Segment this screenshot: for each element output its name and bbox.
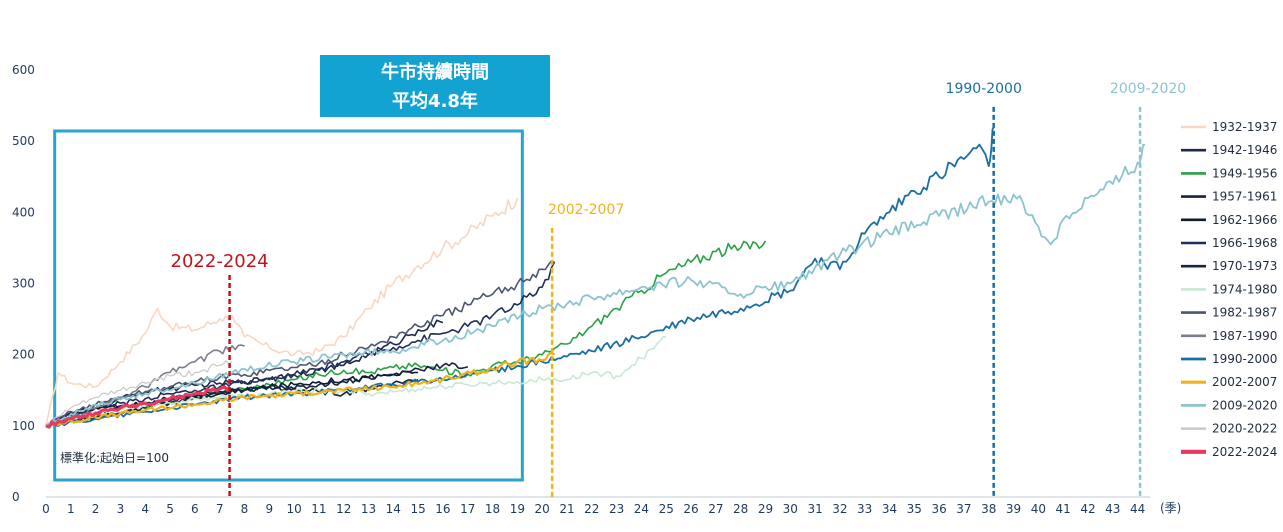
x-tick-label: 33 xyxy=(857,502,872,516)
highlight-box xyxy=(53,129,524,482)
series-line-1970-1973 xyxy=(45,378,419,428)
legend-label: 1932-1937 xyxy=(1212,120,1277,134)
marker-label-2002-2007: 2002-2007 xyxy=(548,202,624,218)
marker-label-1990-2000: 1990-2000 xyxy=(946,81,1022,97)
x-tick-label: 1 xyxy=(67,502,75,516)
x-tick-label: 3 xyxy=(117,502,125,516)
series-line-1966-1968 xyxy=(45,261,556,428)
x-tick-label: 29 xyxy=(758,502,773,516)
x-tick-label: 42 xyxy=(1080,502,1095,516)
x-tick-label: 14 xyxy=(386,502,401,516)
series-lines xyxy=(45,126,1146,429)
legend: 1932-1937 1942-1946 1949-1956 1957-1961 1962… xyxy=(1181,120,1277,459)
x-tick-label: 26 xyxy=(683,502,698,516)
x-tick-label: 43 xyxy=(1105,502,1120,516)
series-line-1932-1937 xyxy=(45,197,519,426)
series-line-1987-1990 xyxy=(45,344,245,427)
x-tick-label: 18 xyxy=(485,502,500,516)
x-tick-label: 12 xyxy=(336,502,351,516)
x-tick-label: 34 xyxy=(882,502,897,516)
x-tick-label: 6 xyxy=(191,502,199,516)
x-tick-label: 23 xyxy=(609,502,624,516)
y-tick-label: 600 xyxy=(12,63,35,77)
legend-label: 2022-2024 xyxy=(1212,445,1277,459)
x-tick-label: 10 xyxy=(286,502,301,516)
legend-label: 1942-1946 xyxy=(1212,143,1277,157)
series-line-2002-2007 xyxy=(45,351,556,428)
x-tick-label: 40 xyxy=(1031,502,1046,516)
x-tick-label: 28 xyxy=(733,502,748,516)
x-tick-label: 11 xyxy=(311,502,326,516)
info-box-line1: 牛市持續時間 xyxy=(381,61,489,83)
x-tick-label: 35 xyxy=(907,502,922,516)
y-tick-label: 300 xyxy=(12,277,35,291)
x-tick-label: 22 xyxy=(584,502,599,516)
info-box-background xyxy=(320,55,550,117)
x-tick-label: 20 xyxy=(535,502,550,516)
legend-label: 1987-1990 xyxy=(1212,329,1277,343)
legend-label: 1949-1956 xyxy=(1212,166,1277,180)
y-tick-label: 500 xyxy=(12,134,35,148)
x-tick-label: 31 xyxy=(807,502,822,516)
x-tick-label: 0 xyxy=(42,502,50,516)
x-tick-label: 4 xyxy=(141,502,149,516)
series-line-2020-2022 xyxy=(45,360,233,427)
marker-label-2009-2020: 2009-2020 xyxy=(1110,81,1186,97)
x-tick-label: 8 xyxy=(241,502,249,516)
legend-label: 1966-1968 xyxy=(1212,236,1277,250)
info-box-line2: 平均4.8年 xyxy=(392,90,478,112)
x-tick-label: 19 xyxy=(510,502,525,516)
x-tick-label: 21 xyxy=(559,502,574,516)
legend-label: 1990-2000 xyxy=(1212,352,1277,366)
x-tick-label: 17 xyxy=(460,502,475,516)
legend-label: 1970-1973 xyxy=(1212,259,1277,273)
legend-label: 2002-2007 xyxy=(1212,375,1277,389)
y-tick-label: 0 xyxy=(12,490,20,504)
highlight-box-layer xyxy=(53,129,524,482)
x-tick-label: 5 xyxy=(166,502,174,516)
x-tick-label: 13 xyxy=(361,502,376,516)
y-tick-label: 100 xyxy=(12,419,35,433)
x-tick-label: 16 xyxy=(435,502,450,516)
x-tick-label: 7 xyxy=(216,502,224,516)
legend-label: 2009-2020 xyxy=(1212,398,1277,412)
x-tick-label: 27 xyxy=(708,502,723,516)
legend-label: 1957-1961 xyxy=(1212,190,1277,204)
series-line-2009-2020 xyxy=(45,143,1146,427)
y-tick-label: 200 xyxy=(12,348,35,362)
y-tick-label: 400 xyxy=(12,205,35,219)
x-tick-label: 41 xyxy=(1056,502,1071,516)
x-tick-label: 39 xyxy=(1006,502,1021,516)
legend-label: 1962-1966 xyxy=(1212,213,1277,227)
x-tick-label: 25 xyxy=(659,502,674,516)
normalization-note: 標準化:起始日=100 xyxy=(60,450,169,465)
info-box: 牛市持續時間 平均4.8年 xyxy=(320,55,550,117)
legend-label: 1982-1987 xyxy=(1212,306,1277,320)
x-tick-label: 9 xyxy=(265,502,273,516)
x-tick-label: 38 xyxy=(981,502,996,516)
marker-label-2022-2024: 2022-2024 xyxy=(171,251,269,272)
x-tick-label: 37 xyxy=(956,502,971,516)
series-line-1982-1987 xyxy=(45,260,555,427)
x-tick-label: 15 xyxy=(410,502,425,516)
legend-label: 1974-1980 xyxy=(1212,282,1277,296)
x-tick-label: 2 xyxy=(92,502,100,516)
series-line-1990-2000 xyxy=(45,126,995,428)
x-tick-label: 24 xyxy=(634,502,649,516)
legend-label: 2020-2022 xyxy=(1212,422,1277,436)
x-tick-label: 44 xyxy=(1130,502,1145,516)
x-tick-label: 30 xyxy=(783,502,798,516)
series-line-2022-2024 xyxy=(45,385,231,429)
x-tick-label: 36 xyxy=(931,502,946,516)
x-unit-label: (季) xyxy=(1160,501,1181,515)
period-markers: 2022-2024 2002-2007 1990-2000 2009-2020 xyxy=(171,81,1186,497)
x-tick-label: 32 xyxy=(832,502,847,516)
